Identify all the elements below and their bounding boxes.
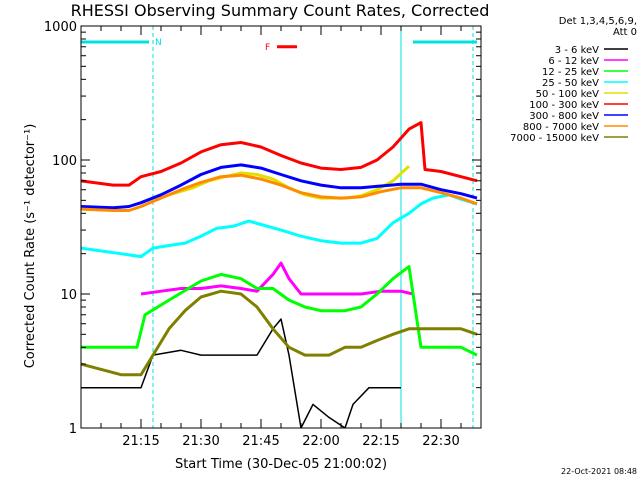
flare-marker-label: F — [265, 43, 270, 53]
x-tick-label: 22:00 — [302, 434, 339, 449]
annotation-date: 22-Oct-2021 08:48 — [561, 467, 637, 476]
x-tick-label: 22:15 — [362, 434, 399, 449]
legend-label: 25 - 50 keV — [542, 78, 599, 89]
axes: 1 10 100 1000 21:15 21:30 21:45 22:00 22:15 22:30 — [44, 20, 482, 449]
series-line-9 — [81, 289, 478, 377]
y-tick-label: 10 — [60, 288, 77, 303]
legend-label: 6 - 12 keV — [548, 56, 599, 67]
series-line-1 — [81, 318, 401, 428]
x-tick-label: 22:30 — [422, 434, 459, 449]
legend-label: 7000 - 15000 keV — [510, 133, 599, 144]
y-axis-label: Corrected Count Rate (s⁻¹ detector⁻¹) — [23, 124, 38, 369]
legend-label: 100 - 300 keV — [529, 100, 599, 111]
series-line-2 — [140, 261, 414, 296]
series-line-4 — [81, 193, 478, 259]
series-line-7 — [81, 163, 478, 210]
legend-header: Att 0 — [613, 27, 637, 38]
x-axis-label: Start Time (30-Dec-05 21:00:02) — [175, 457, 387, 472]
y-tick-label: 1 — [69, 422, 77, 437]
chart-title: RHESSI Observing Summary Count Rates, Co… — [71, 1, 490, 20]
y-tick-label: 1000 — [44, 20, 77, 35]
legend-label: 300 - 800 keV — [529, 111, 599, 122]
x-tick-label: 21:30 — [182, 434, 219, 449]
y-tick-label: 100 — [52, 154, 77, 169]
series-line-6 — [81, 121, 478, 187]
legend-label: 12 - 25 keV — [542, 67, 599, 78]
night-marker-label: N — [155, 38, 162, 48]
x-tick-label: 21:45 — [242, 434, 279, 449]
legend-label: 50 - 100 keV — [536, 89, 600, 100]
series-line-8 — [81, 173, 478, 212]
legend-label: 3 - 6 keV — [555, 45, 599, 56]
legend-label: 800 - 7000 keV — [523, 122, 599, 133]
legend-header: Det 1,3,4,5,6,9, — [559, 16, 637, 27]
x-tick-label: 21:15 — [122, 434, 159, 449]
series-line-3 — [81, 265, 478, 357]
